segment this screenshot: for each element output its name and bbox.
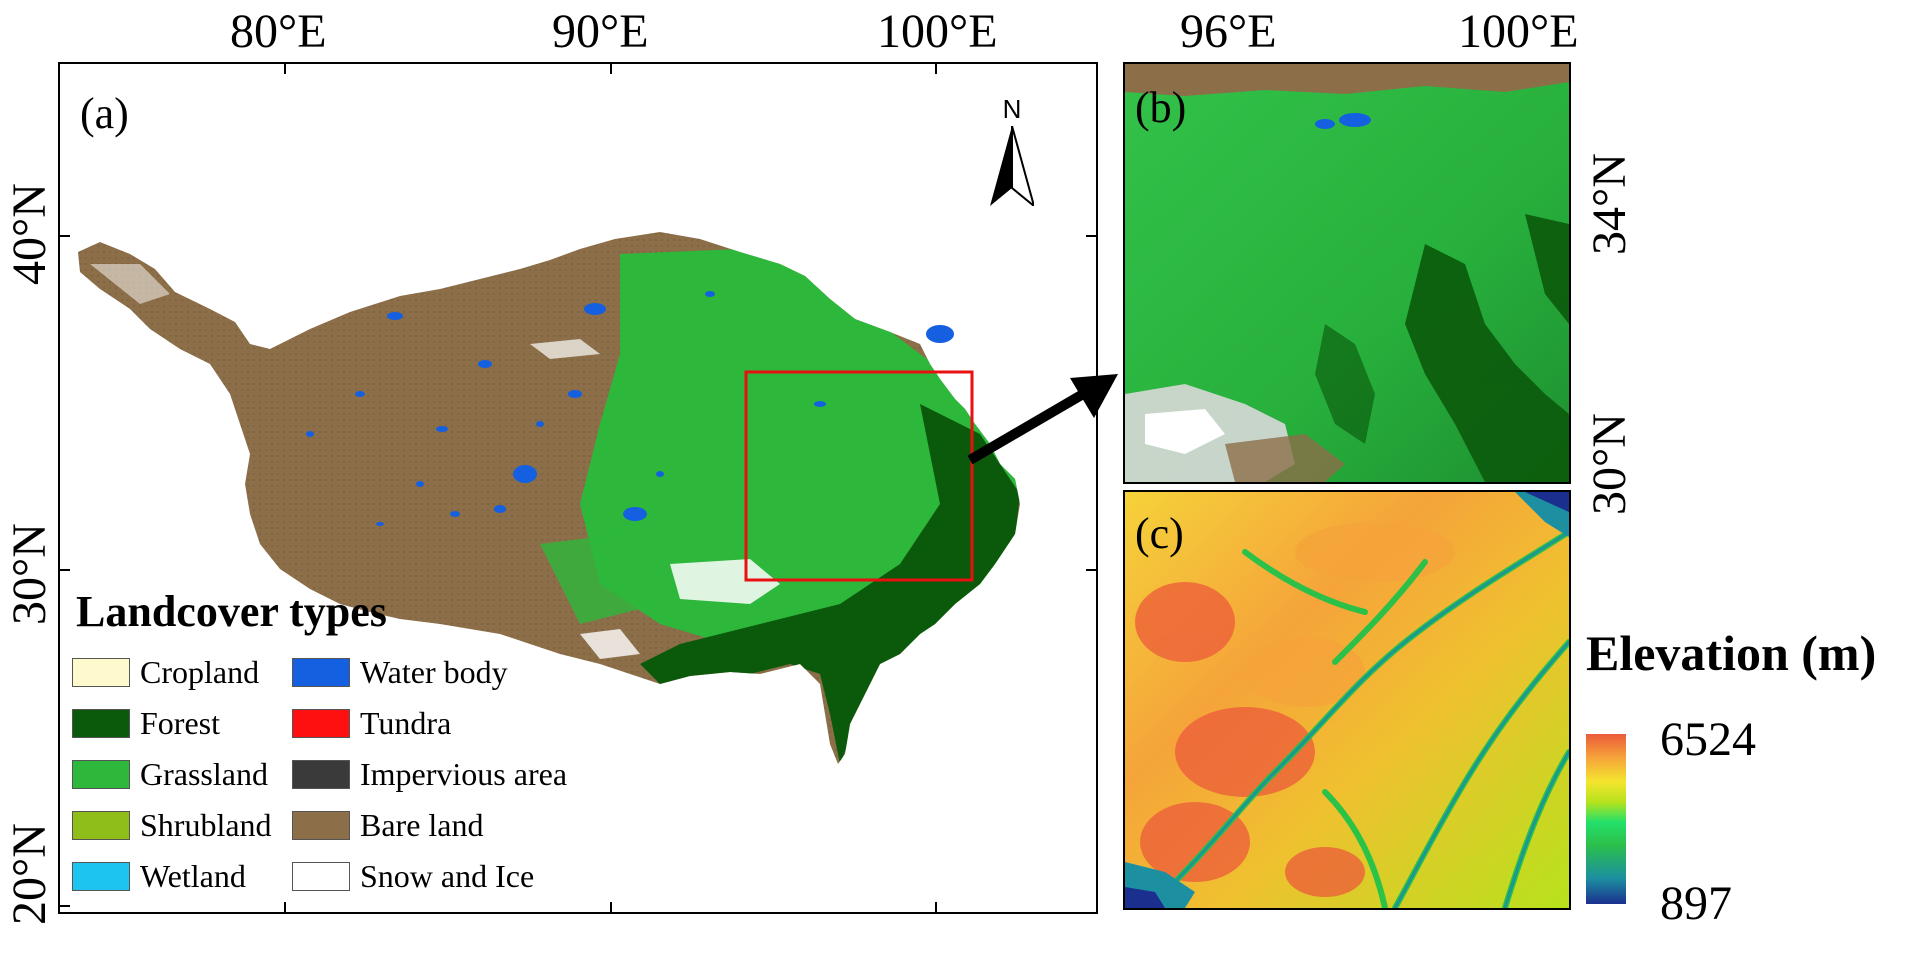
legend-item-wetland: Wetland <box>72 858 246 894</box>
legend-label-impervious-area: Impervious area <box>360 756 568 792</box>
legend-item-impervious-area: Impervious area <box>292 756 567 792</box>
panel-b-label: (b) <box>1135 83 1187 132</box>
tick-right-30n-wrap: 30°N <box>1580 380 1640 550</box>
legend-item-tundra: Tundra <box>292 705 451 741</box>
legend-label-water-body: Water body <box>360 654 508 690</box>
legend-label-snow-and-ice: Snow and Ice <box>360 858 535 894</box>
tick-right-30n: 30°N <box>1583 413 1636 515</box>
legend-title: Landcover types <box>76 587 387 636</box>
swatch-impervious-area <box>292 759 350 789</box>
legend-item-bare-land: Bare land <box>292 807 484 843</box>
panel-c-label: (c) <box>1135 509 1184 558</box>
panel-a-label: (a) <box>80 89 129 138</box>
tick-right-34n-wrap: 34°N <box>1580 120 1640 290</box>
tick-top-90e: 90°E <box>552 5 649 58</box>
panel-a-ticks <box>58 62 1098 914</box>
legend-label-forest: Forest <box>140 705 220 741</box>
legend-label-cropland: Cropland <box>140 654 260 690</box>
panel-c-dem <box>1125 492 1569 908</box>
tick-top-96e: 96°E <box>1180 5 1277 58</box>
swatch-water-body <box>292 657 350 687</box>
legend-item-forest: Forest <box>72 705 220 741</box>
elevation-max: 6524 <box>1660 713 1756 766</box>
swatch-bare-land <box>292 810 350 840</box>
swatch-wetland <box>72 861 130 891</box>
legend-label-shrubland: Shrubland <box>140 807 272 843</box>
swatch-grassland <box>72 759 130 789</box>
north-arrow-icon <box>990 126 1034 206</box>
tick-top-80e: 80°E <box>230 5 327 58</box>
legend-item-water-body: Water body <box>292 654 508 690</box>
elevation-title: Elevation (m) <box>1586 625 1877 681</box>
swatch-snow-and-ice <box>292 861 350 891</box>
panel-a-frame <box>58 62 1098 914</box>
landcover-map <box>78 232 1020 764</box>
north-label: N <box>1002 94 1022 124</box>
swatch-tundra <box>292 708 350 738</box>
tick-right-34n: 34°N <box>1583 153 1636 255</box>
zoom-arrow <box>967 374 1118 465</box>
legend-item-grassland: Grassland <box>72 756 268 792</box>
tick-top-100e-b: 100°E <box>1458 5 1579 58</box>
elevation-min: 897 <box>1660 877 1732 930</box>
legend-item-shrubland: Shrubland <box>72 807 272 843</box>
elevation-colorbar <box>1586 734 1626 904</box>
legend-item-cropland: Cropland <box>72 654 259 690</box>
legend-label-grassland: Grassland <box>140 756 268 792</box>
legend-label-bare-land: Bare land <box>360 807 484 843</box>
swatch-forest <box>72 708 130 738</box>
tick-top-100e: 100°E <box>877 5 998 58</box>
panel-b-map <box>1125 64 1569 482</box>
panel-b-frame <box>1123 62 1571 484</box>
legend-label-wetland: Wetland <box>140 858 246 894</box>
north-arrow: N <box>990 96 1034 216</box>
legend-item-snow-and-ice: Snow and Ice <box>292 858 534 894</box>
swatch-shrubland <box>72 810 130 840</box>
panel-c-frame <box>1123 490 1571 910</box>
legend-label-tundra: Tundra <box>360 705 452 741</box>
swatch-cropland <box>72 657 130 687</box>
